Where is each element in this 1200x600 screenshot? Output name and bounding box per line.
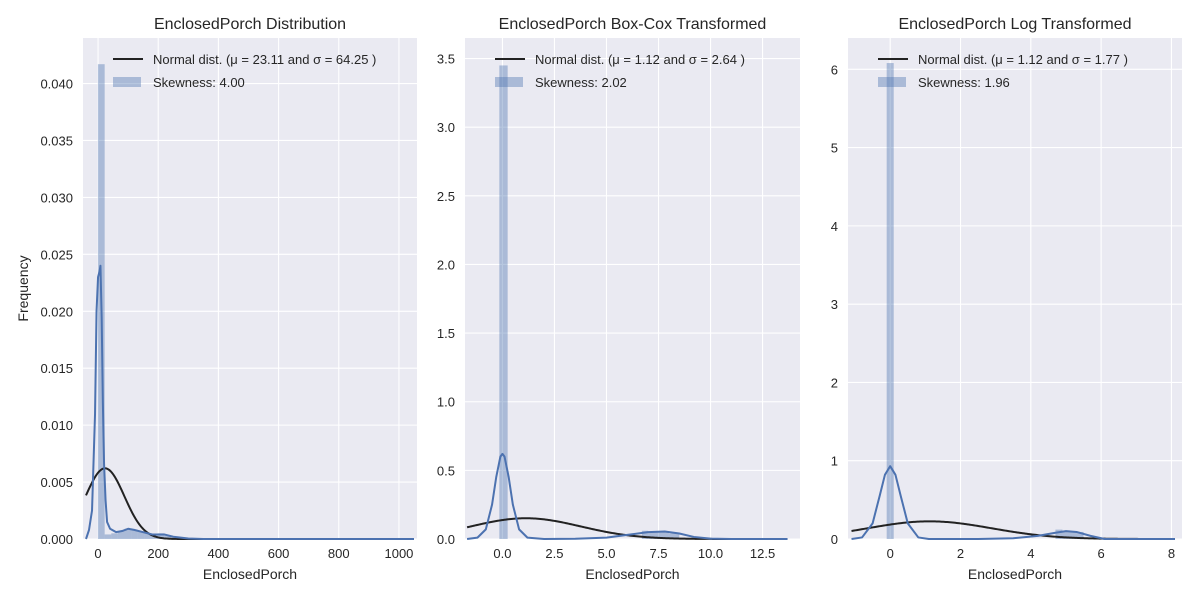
x-tick-label: 7.5 [649,546,667,561]
x-axis-label: EnclosedPorch [585,566,679,582]
y-tick-label: 0.020 [40,304,73,319]
histogram-bar [104,534,112,539]
y-axis-label: Frequency [15,255,31,321]
chart-title: EnclosedPorch Box-Cox Transformed [499,16,767,33]
x-tick-label: 600 [268,546,290,561]
x-tick-label: 2.5 [545,546,563,561]
y-tick-label: 2 [831,375,838,390]
plot-area [465,38,800,539]
x-tick-label: 5.0 [597,546,615,561]
histogram-bar [144,533,152,539]
histogram-bar [641,530,649,539]
y-tick-label: 0 [831,532,838,547]
legend-skewness-label: Skewness: 1.96 [918,75,1010,90]
legend-normal-label: Normal dist. (μ = 23.11 and σ = 64.25 ) [153,52,376,67]
histogram-bar [1062,531,1074,539]
legend-hist-swatch [878,77,906,87]
y-tick-label: 0.025 [40,247,73,262]
histogram-bar [137,531,145,539]
histogram-bar [886,63,894,540]
y-tick-label: 0.005 [40,475,73,490]
histogram-bar [131,529,138,539]
y-tick-label: 6 [831,62,838,77]
histogram-bar [648,532,659,539]
x-tick-label: 800 [328,546,350,561]
y-tick-label: 3.5 [437,52,455,67]
x-tick-label: 10.0 [698,546,723,561]
x-tick-label: 6 [1098,546,1105,561]
y-tick-label: 0.010 [40,418,73,433]
histogram-bar [499,65,508,539]
x-tick-label: 400 [208,546,230,561]
chart-panel-boxcox: 0.0 0.5 1.0 1.5 2.0 2.5 3.0 3.5 0.0 2.5 5.0 7.5 10.0… [437,16,800,582]
x-tick-label: 4 [1027,546,1034,561]
chart-title: EnclosedPorch Log Transformed [898,16,1131,33]
legend-skewness-label: Skewness: 4.00 [153,75,245,90]
x-axis-label: EnclosedPorch [203,566,297,582]
legend: Normal dist. (μ = 23.11 and σ = 64.25 ) S… [113,52,376,90]
legend-normal-label: Normal dist. (μ = 1.12 and σ = 1.77 ) [918,52,1128,67]
histogram-bar [164,535,171,539]
x-tick-label: 0 [94,546,101,561]
histogram-bar [117,531,125,539]
x-tick-label: 12.5 [750,546,775,561]
kde-curve [466,452,788,540]
histogram-bar [124,528,132,539]
legend: Normal dist. (μ = 1.12 and σ = 2.64 ) Ske… [495,52,745,90]
histogram-bar [1055,529,1063,539]
y-tick-label: 3.0 [437,120,455,135]
x-tick-label: 200 [147,546,169,561]
legend-hist-swatch [495,77,523,87]
x-tick-label: 0 [887,546,894,561]
legend: Normal dist. (μ = 1.12 and σ = 1.77 ) Ske… [878,52,1128,90]
chart-panel-distribution: 0.000 0.005 0.010 0.015 0.020 0.025 0.030 0.035… [15,16,417,582]
histogram-bar [658,532,669,539]
histogram-bar [157,533,165,539]
y-tick-label: 3 [831,297,838,312]
x-tick-label: 0.0 [493,546,511,561]
histogram-bar [111,533,118,539]
chart-panel-log: 0 1 2 3 4 5 6 0 2 4 6 8 EnclosedPorch Log Transforme… [831,16,1182,582]
histogram-bar [1073,531,1084,539]
y-tick-label: 0.5 [437,463,455,478]
x-tick-label: 2 [957,546,964,561]
kde-curve [85,264,414,540]
kde-curve [851,465,1175,540]
y-tick-label: 0.040 [40,77,73,92]
histogram-bar [668,533,680,539]
y-tick-label: 0.035 [40,133,73,148]
y-tick-label: 2.5 [437,189,455,204]
chart-title: EnclosedPorch Distribution [154,16,346,33]
legend-skewness-label: Skewness: 2.02 [535,75,627,90]
legend-hist-swatch [113,77,141,87]
y-tick-label: 5 [831,141,838,156]
x-tick-label: 1000 [384,546,413,561]
x-tick-label: 8 [1168,546,1175,561]
y-tick-label: 0.015 [40,361,73,376]
y-tick-label: 0.000 [40,532,73,547]
y-tick-label: 4 [831,219,838,234]
y-tick-label: 1.5 [437,326,455,341]
plot-area [83,38,417,539]
plot-area [848,38,1182,539]
y-tick-label: 1 [831,454,838,469]
legend-normal-label: Normal dist. (μ = 1.12 and σ = 2.64 ) [535,52,745,67]
y-tick-label: 0.0 [437,532,455,547]
y-tick-label: 0.030 [40,190,73,205]
y-tick-label: 1.0 [437,395,455,410]
x-axis-label: EnclosedPorch [968,566,1062,582]
y-tick-label: 2.0 [437,257,455,272]
